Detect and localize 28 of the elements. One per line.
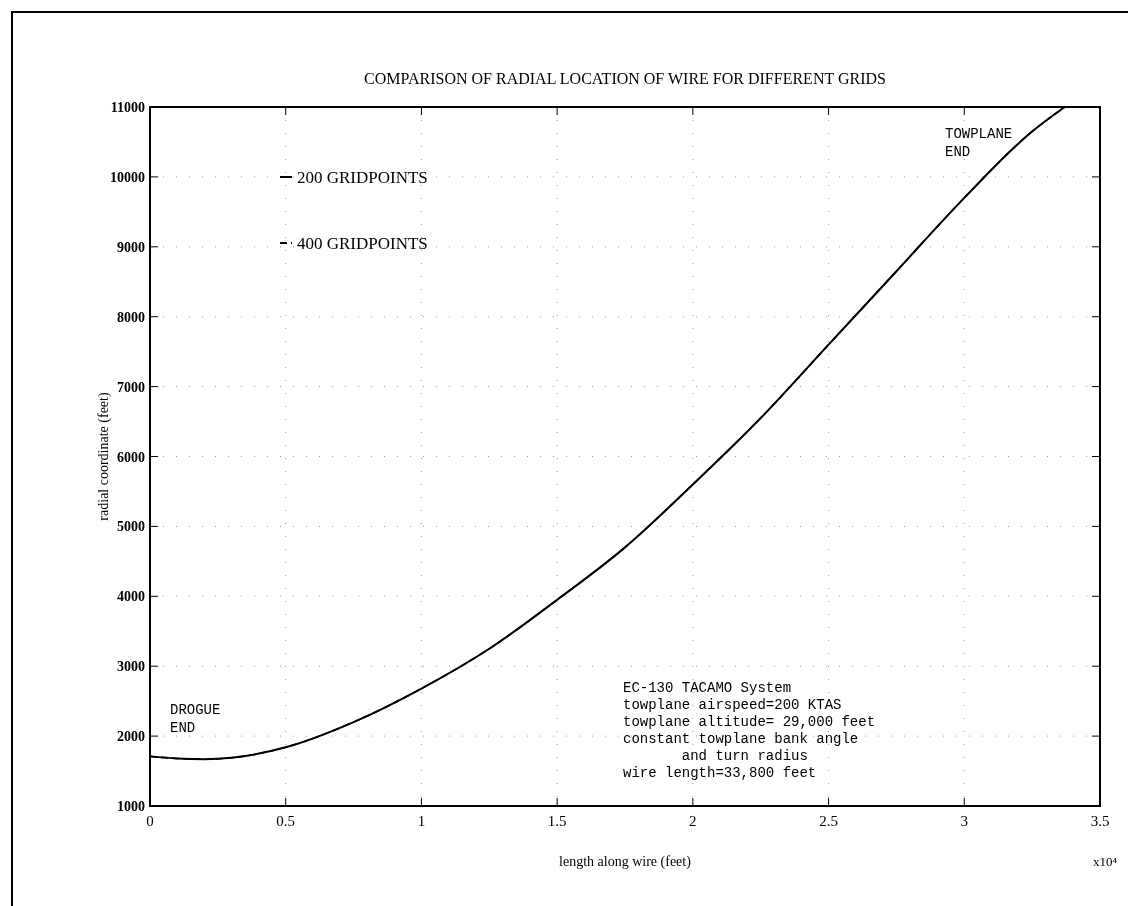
y-tick-label: 3000 bbox=[117, 659, 145, 675]
x-tick-label: 2.5 bbox=[819, 813, 838, 829]
y-tick-label: 8000 bbox=[117, 309, 145, 325]
annotation: EC-130 TACAMO System towplane airspeed=200 KTAS towplane altitude= 29,000 feet constant towplane bank angle and turn radius wire length=33,800 feet bbox=[623, 680, 876, 781]
y-tick-label: 6000 bbox=[117, 449, 145, 465]
legend-label: 200 GRIDPOINTS bbox=[297, 168, 428, 187]
x-tick-label: 2 bbox=[689, 813, 697, 829]
y-tick-label: 10000 bbox=[110, 169, 145, 185]
x-tick-label: 0.5 bbox=[276, 813, 296, 829]
chart-title: COMPARISON OF RADIAL LOCATION OF WIRE FOR DIFFERENT GRIDS bbox=[364, 70, 886, 87]
x-tick-label: 0 bbox=[146, 813, 154, 829]
y-tick-label: 2000 bbox=[117, 729, 145, 745]
x-tick-label: 1.5 bbox=[547, 813, 567, 829]
y-tick-label: 7000 bbox=[117, 379, 145, 395]
annotation: DROGUE END bbox=[170, 702, 221, 736]
y-tick-label: 1000 bbox=[117, 799, 145, 814]
x-tick-label: 3.5 bbox=[1090, 813, 1110, 829]
y-tick-label: 11000 bbox=[110, 100, 145, 115]
legend-label: 400 GRIDPOINTS bbox=[297, 234, 428, 253]
y-tick-label: 4000 bbox=[117, 589, 145, 605]
x-tick-label: 1 bbox=[417, 813, 426, 829]
annotation: TOWPLANE END bbox=[945, 126, 1013, 160]
text: x10⁴ bbox=[1093, 854, 1118, 869]
x-axis-title: length along wire (feet) bbox=[559, 854, 692, 870]
y-tick-label: 5000 bbox=[117, 519, 145, 535]
x-tick-label: 3 bbox=[960, 813, 969, 829]
y-axis-title: radial coordinate (feet) bbox=[96, 392, 112, 521]
y-tick-label: 9000 bbox=[117, 239, 145, 255]
